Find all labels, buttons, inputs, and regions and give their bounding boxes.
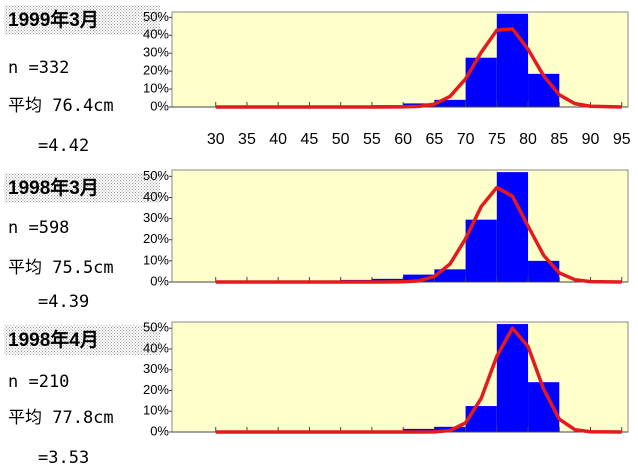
y-tick-label: 40%: [143, 340, 169, 355]
y-tick-label: 20%: [143, 231, 169, 246]
y-tick-label: 30%: [143, 45, 169, 60]
y-tick-label: 10%: [143, 403, 169, 418]
fit-curve: [215, 27, 622, 109]
panel-title: 1998年4月: [8, 328, 99, 351]
y-tick-label: 0%: [150, 98, 169, 113]
x-tick-label: 35: [238, 131, 256, 148]
y-tick-label: 10%: [143, 252, 169, 267]
x-tick-label: 75: [488, 131, 506, 148]
bar: [465, 57, 497, 107]
x-tick-label: 95: [613, 131, 631, 148]
annotation: n =598: [8, 218, 69, 238]
y-tick-label: 0%: [150, 273, 169, 288]
title-box: [4, 173, 160, 203]
x-tick-label: 70: [457, 131, 475, 148]
plot-area: [171, 169, 629, 283]
bar: [465, 406, 497, 432]
y-tick-label: 50%: [143, 168, 169, 183]
bar: [528, 260, 560, 282]
x-tick-label: 85: [550, 131, 568, 148]
y-tick-label: 50%: [143, 9, 169, 24]
y-tick-label: 50%: [143, 320, 169, 335]
annotation: 平均 77.8cm: [8, 408, 114, 428]
y-tick-label: 20%: [143, 382, 169, 397]
annotation: n =210: [8, 372, 69, 392]
fit-curve: [215, 185, 622, 284]
x-tick-label: 60: [394, 131, 412, 148]
title-box: [4, 5, 160, 35]
x-tick-label: 50: [332, 131, 350, 148]
y-tick-label: 30%: [143, 210, 169, 225]
x-tick-label: 90: [582, 131, 600, 148]
annotation: =3.53: [38, 448, 89, 468]
plot-area: [171, 321, 629, 433]
x-tick-label: 80: [519, 131, 537, 148]
panel-title: 1999年3月: [8, 8, 99, 31]
y-tick-label: 0%: [150, 423, 169, 438]
y-tick-label: 20%: [143, 63, 169, 78]
annotation: 平均 75.5cm: [8, 258, 114, 278]
bar: [403, 274, 435, 282]
x-tick-label: 40: [269, 131, 287, 148]
y-tick-label: 30%: [143, 361, 169, 376]
x-tick-label: 45: [301, 131, 319, 148]
panel-title: 1998年3月: [8, 176, 99, 199]
y-tick-label: 40%: [143, 189, 169, 204]
x-tick-label: 30: [207, 131, 225, 148]
x-tick-label: 65: [425, 131, 443, 148]
bar: [434, 99, 466, 107]
y-tick-label: 40%: [143, 27, 169, 42]
fit-curve: [215, 326, 622, 434]
annotation: =4.39: [38, 292, 89, 312]
annotation: 平均 76.4cm: [8, 96, 114, 116]
annotation: n =332: [8, 58, 69, 78]
y-tick-label: 10%: [143, 81, 169, 96]
annotation: =4.42: [38, 136, 89, 156]
x-tick-label: 55: [363, 131, 381, 148]
title-box: [4, 325, 160, 355]
